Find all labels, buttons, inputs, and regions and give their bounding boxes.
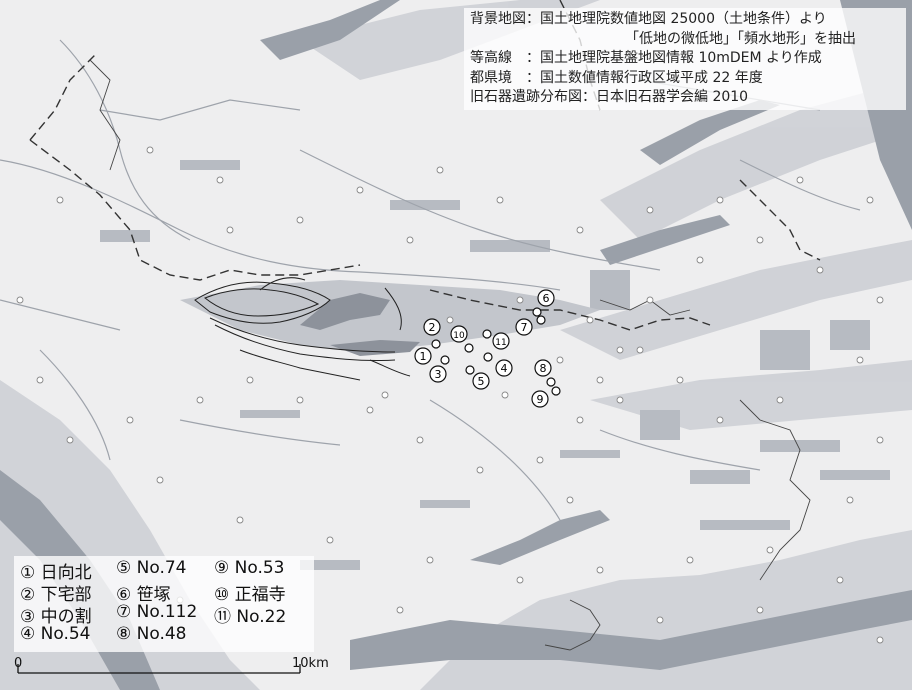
- site-markers: 1 2 3 4 5 6 7 8 9 10 11: [414, 289, 555, 408]
- scale-bar: [17, 664, 301, 674]
- marker-8: 8: [534, 359, 552, 377]
- legend-item: ③ 中の割: [20, 607, 92, 627]
- credit-line: 「低地の微低地」「頻水地形」を抽出: [625, 30, 856, 47]
- marker-10: 10: [450, 325, 468, 343]
- scale-end-label: 10km: [292, 656, 329, 671]
- site-legend: ① 日向北 ② 下宅部 ③ 中の割 ④ No.54 ⑤ No.74 ⑥ 笹塚 ⑦…: [14, 556, 314, 652]
- svg-text:10: 10: [453, 331, 465, 341]
- legend-item: ⑪ No.22: [214, 607, 287, 627]
- credit-line: 等高線 ：国土地理院基盤地図情報 10mDEM より作成: [470, 50, 822, 66]
- legend-item: ② 下宅部: [20, 585, 92, 605]
- svg-text:3: 3: [435, 368, 442, 381]
- legend-item: ⑩ 正福寺: [214, 585, 286, 605]
- svg-text:4: 4: [501, 362, 508, 375]
- legend-item: ⑧ No.48: [116, 624, 187, 644]
- legend-item: ⑤ No.74: [116, 558, 187, 578]
- scale-start-label: 0: [14, 656, 23, 671]
- contour-lines: [194, 277, 411, 381]
- legend-item: ⑥ 笹塚: [116, 585, 171, 605]
- marker-6: 6: [537, 289, 555, 307]
- svg-text:8: 8: [540, 362, 547, 375]
- credit-line: 都県境 ：国土数値情報行政区域平成 22 年度: [470, 69, 763, 86]
- marker-3: 3: [429, 365, 447, 383]
- marker-1: 1: [414, 347, 432, 365]
- marker-points: [431, 307, 561, 396]
- svg-text:1: 1: [420, 350, 427, 363]
- lowland-patches: [100, 160, 890, 570]
- marker-11: 11: [492, 332, 510, 350]
- svg-text:5: 5: [478, 375, 485, 388]
- marker-7: 7: [515, 318, 533, 336]
- marker-9: 9: [531, 390, 549, 408]
- prefecture-border: [29, 54, 711, 331]
- legend-item: ① 日向北: [20, 563, 92, 583]
- legend-item: ④ No.54: [20, 624, 91, 644]
- valley-lowland: [180, 280, 600, 356]
- svg-text:9: 9: [537, 393, 544, 406]
- svg-text:6: 6: [543, 292, 550, 305]
- legend-item: ⑦ No.112: [116, 602, 198, 622]
- credit-line: 背景地図：国土地理院数値地図 25000（土地条件）より: [470, 11, 827, 27]
- marker-5: 5: [472, 372, 490, 390]
- legend-item: ⑨ No.53: [214, 558, 285, 578]
- svg-text:7: 7: [521, 321, 528, 334]
- marker-4: 4: [495, 359, 513, 377]
- marker-2: 2: [423, 318, 441, 336]
- svg-text:2: 2: [429, 321, 436, 334]
- svg-text:11: 11: [495, 338, 506, 348]
- map-credits: 背景地図：国土地理院数値地図 25000（土地条件）より 「低地の微低地」「頻水…: [464, 8, 906, 110]
- credit-line: 旧石器遺跡分布図：日本旧石器学会編 2010: [470, 89, 749, 105]
